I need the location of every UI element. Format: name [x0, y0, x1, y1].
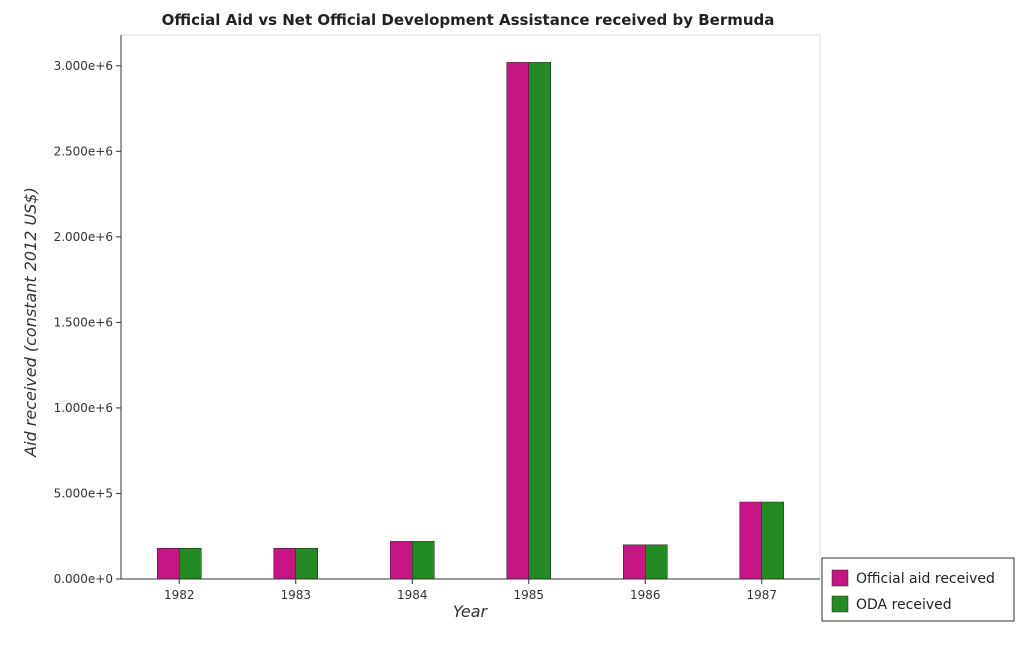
bar-oda-1984: [412, 541, 435, 580]
bar-oda-1987: [761, 501, 784, 580]
y-tick-label: 0.000e+0: [54, 572, 113, 586]
bar-official-aid-1982: [157, 547, 180, 580]
x-tick-label: 1984: [397, 588, 428, 602]
legend-box: [821, 557, 1015, 622]
y-tick-label: 2.000e+6: [54, 230, 113, 244]
chart-title: Official Aid vs Net Official Development…: [162, 11, 775, 29]
y-axis-label: Aid received (constant 2012 US$): [21, 187, 40, 458]
x-tick-label: 1985: [513, 588, 544, 602]
legend: Official aid received ODA received: [821, 557, 1015, 622]
bar-official-aid-1985: [506, 62, 529, 580]
x-axis: 1982 1983 1984 1985 1986 1987: [121, 578, 820, 602]
legend-label: Official aid received: [856, 571, 995, 587]
x-tick-label: 1986: [630, 588, 661, 602]
legend-label: ODA received: [856, 597, 952, 613]
y-tick-label: 3.000e+6: [54, 59, 113, 73]
bar-oda-1983: [295, 547, 318, 580]
legend-swatch: [831, 569, 849, 587]
bar-official-aid-1984: [390, 541, 413, 580]
x-tick-label: 1982: [164, 588, 195, 602]
x-tick-label: 1983: [280, 588, 311, 602]
bar-official-aid-1983: [273, 547, 296, 580]
y-tick-label: 1.000e+6: [54, 401, 113, 415]
y-tick-label: 1.500e+6: [54, 315, 113, 329]
y-tick-label: 2.500e+6: [54, 144, 113, 158]
legend-swatch: [831, 595, 849, 613]
plot-area: [120, 34, 821, 580]
bar-official-aid-1987: [739, 501, 762, 580]
x-tick-label: 1987: [746, 588, 777, 602]
bar-oda-1985: [528, 62, 551, 580]
bar-oda-1986: [645, 544, 668, 580]
x-axis-label: Year: [453, 602, 489, 621]
plot-frame: [120, 34, 821, 580]
y-axis: 0.000e+0 5.000e+5 1.000e+6 1.500e+6 2.000e+6…: [54, 35, 122, 586]
bar-oda-1982: [179, 547, 202, 580]
y-tick-label: 5.000e+5: [54, 486, 113, 500]
bar-official-aid-1986: [623, 544, 646, 580]
